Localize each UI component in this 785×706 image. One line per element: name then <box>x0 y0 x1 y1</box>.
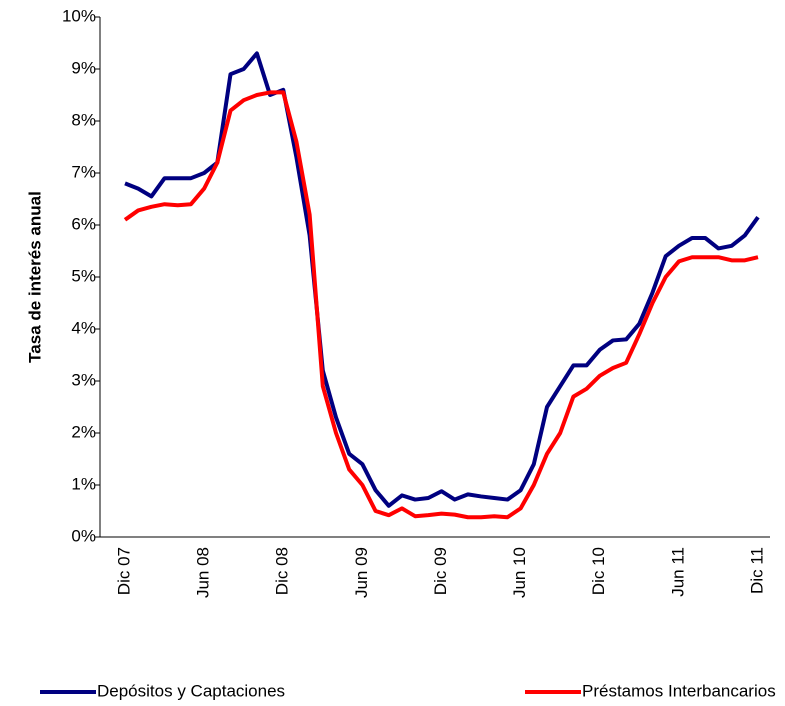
y-tick-label: 8% <box>71 110 96 129</box>
x-tick-label: Jun 10 <box>510 547 529 598</box>
y-tick-label: 0% <box>71 526 96 545</box>
x-tick-label: Dic 07 <box>114 547 133 595</box>
y-tick-label: 5% <box>71 266 96 285</box>
y-tick-label: 3% <box>71 370 96 389</box>
x-tick-label: Jun 09 <box>352 547 371 598</box>
y-tick-label: 1% <box>71 474 96 493</box>
y-axis-label: Tasa de interés anual <box>25 191 44 363</box>
series-line <box>124 51 760 508</box>
x-tick-label: Dic 08 <box>273 547 292 595</box>
legend-label: Depósitos y Captaciones <box>97 681 285 700</box>
x-tick-label: Dic 11 <box>747 547 766 594</box>
legend-label: Préstamos Interbancarios <box>582 681 776 700</box>
x-tick-label: Jun 08 <box>194 547 213 598</box>
y-tick-label: 7% <box>71 162 96 181</box>
y-tick-label: 4% <box>71 318 96 337</box>
series-line <box>123 90 759 520</box>
x-tick-label: Jun 11 <box>668 547 687 597</box>
x-tick-label: Dic 09 <box>431 547 450 595</box>
y-tick-label: 2% <box>71 422 96 441</box>
y-tick-label: 6% <box>71 214 96 233</box>
x-tick-label: Dic 10 <box>589 547 608 595</box>
y-tick-label: 9% <box>71 58 96 77</box>
y-tick-label: 10% <box>62 6 96 25</box>
